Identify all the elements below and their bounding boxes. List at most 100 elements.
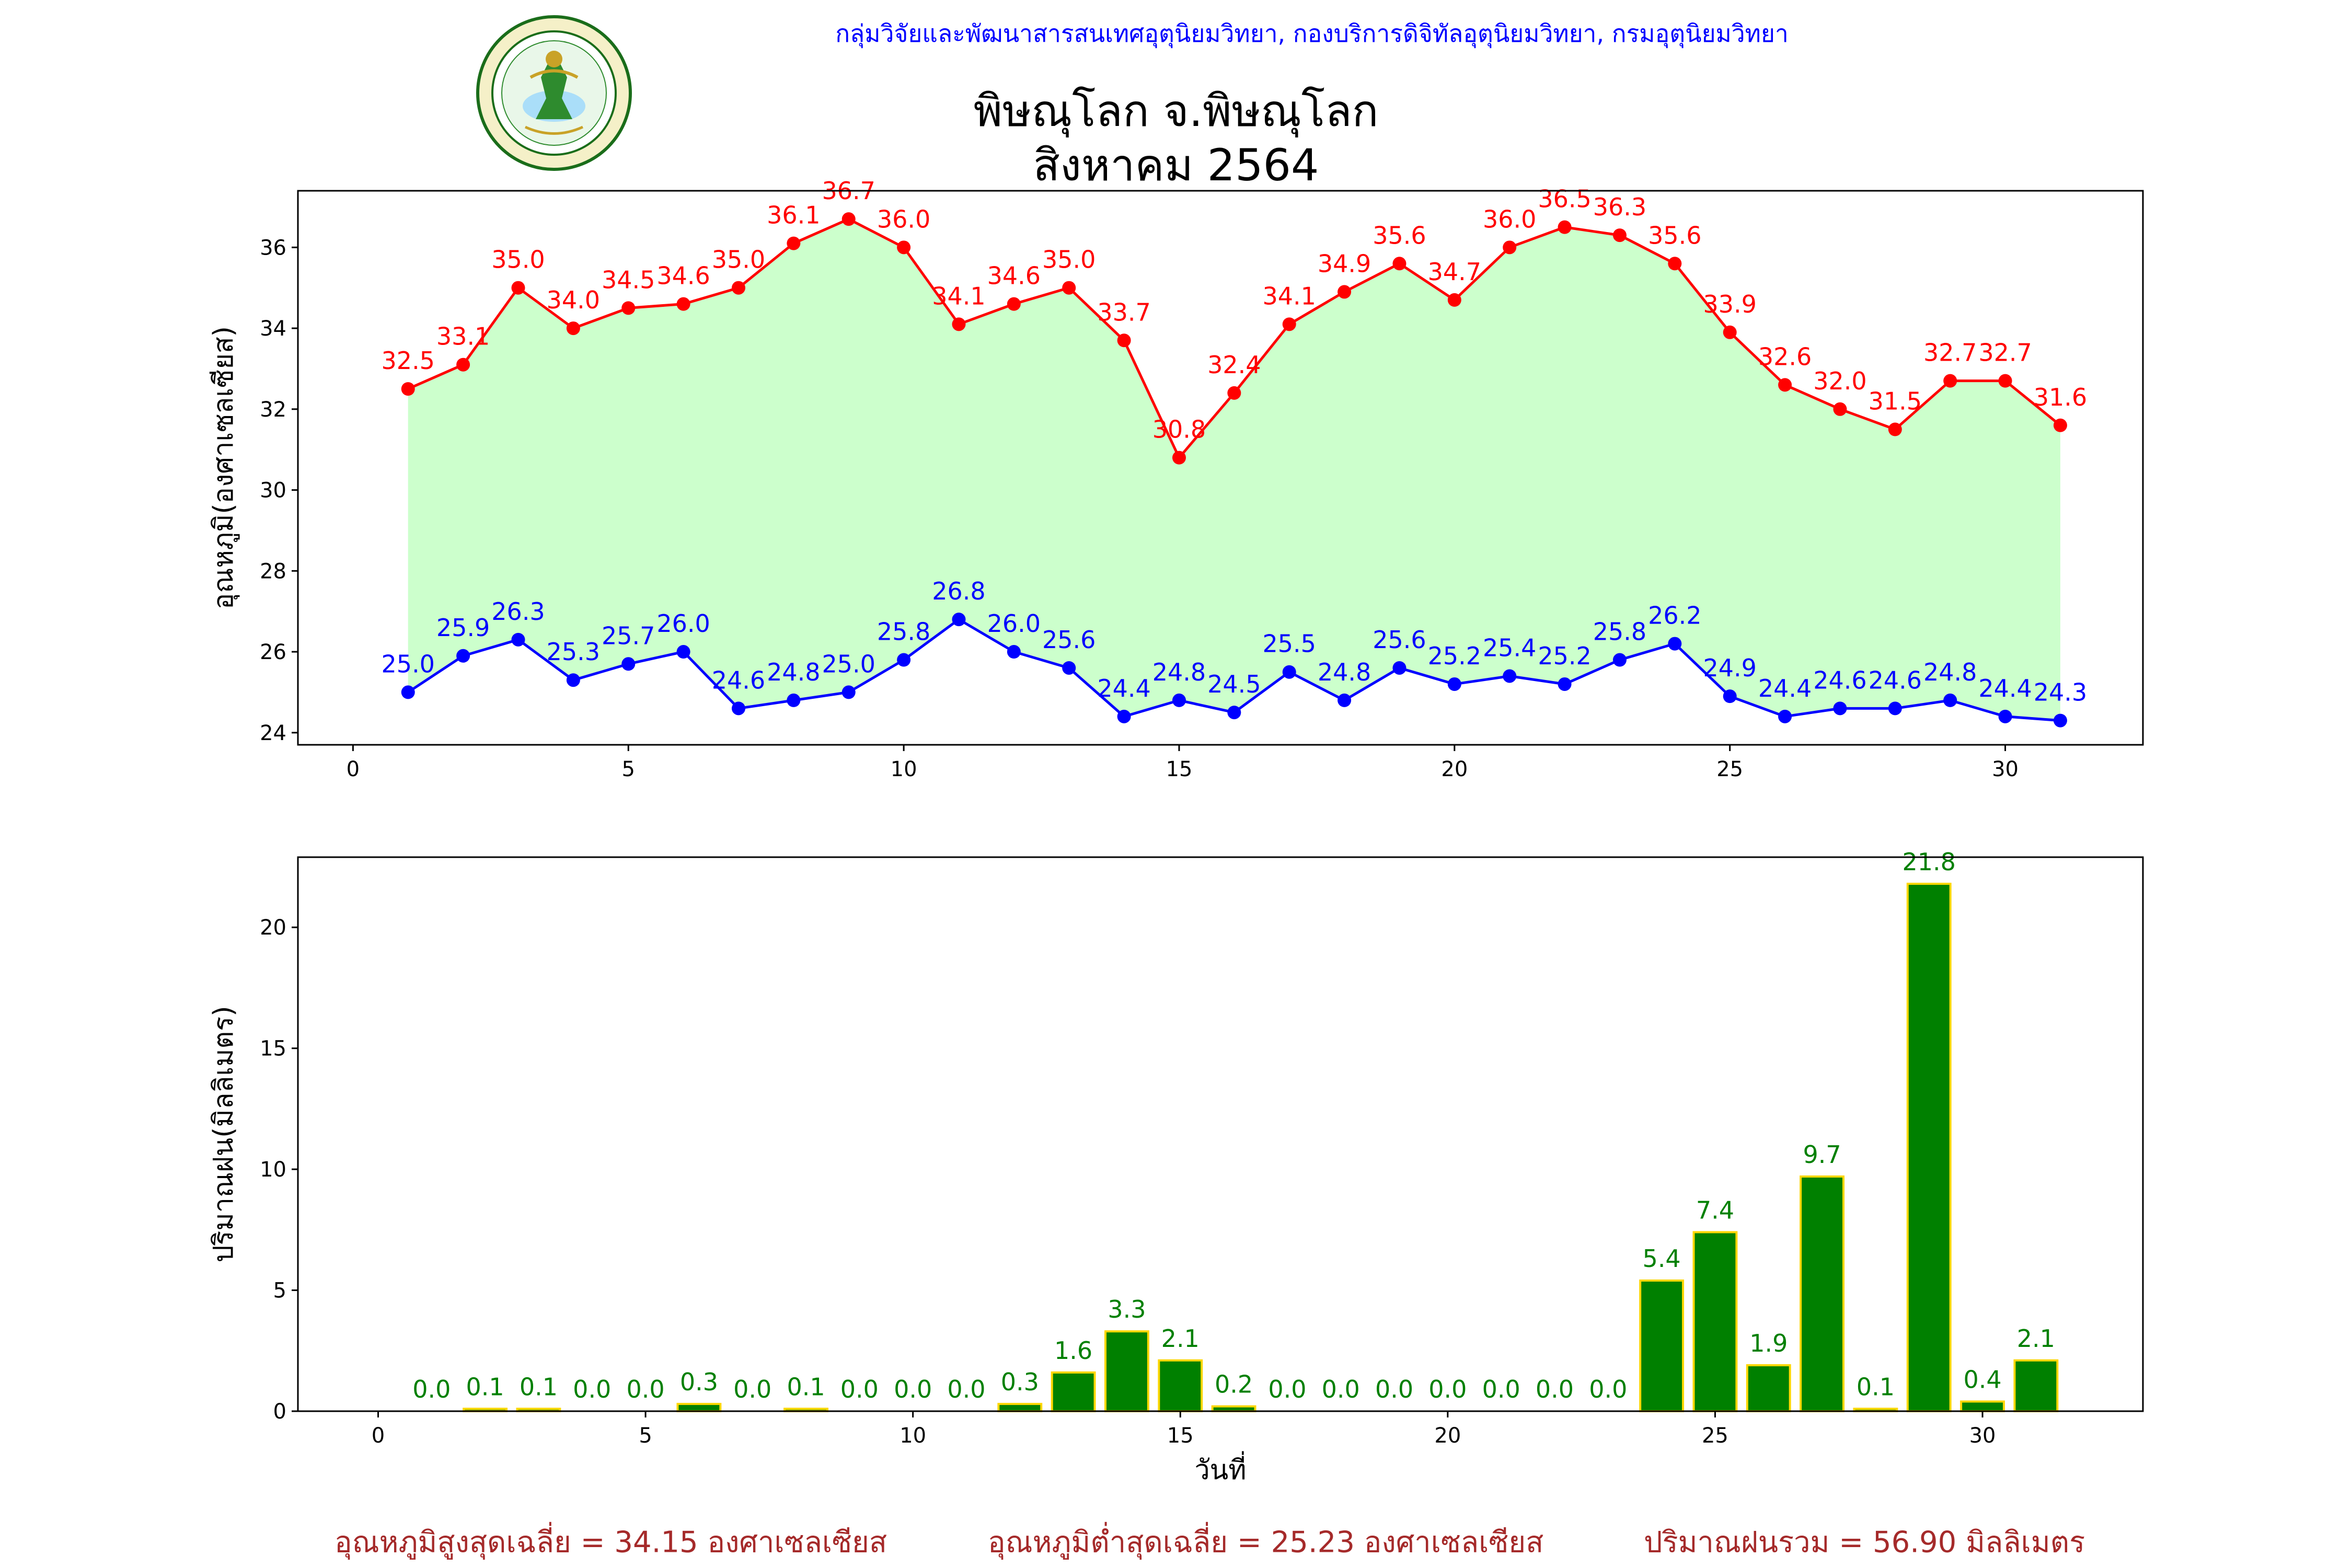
rainfall-value-label: 0.0 xyxy=(1482,1375,1520,1403)
min-temperature-point xyxy=(401,685,415,699)
rainfall-bar xyxy=(1158,1359,1203,1412)
rainfall-bar xyxy=(1692,1231,1738,1413)
min-temperature-label: 24.6 xyxy=(712,666,765,694)
rainfall-value-label: 0.1 xyxy=(520,1373,558,1401)
rainfall-bar xyxy=(1746,1364,1791,1413)
rainfall-value-label: 21.8 xyxy=(1903,848,1956,876)
rainfall-value-label: 0.0 xyxy=(1589,1375,1627,1403)
min-temperature-label: 24.8 xyxy=(1152,658,1206,686)
min-temperature-label: 25.9 xyxy=(436,614,490,642)
rainfall-value-label: 0.0 xyxy=(1322,1375,1360,1403)
min-temperature-label: 25.7 xyxy=(602,621,655,650)
min-temperature-label: 24.8 xyxy=(1923,658,1977,686)
min-temperature-point xyxy=(621,657,636,671)
temperature-x-tick-label: 10 xyxy=(891,757,917,781)
rainfall-value-label: 0.3 xyxy=(680,1368,718,1396)
temperature-x-tick-label: 30 xyxy=(1992,757,2019,781)
temperature-plot-frame xyxy=(297,190,2144,746)
max-temperature-label: 31.6 xyxy=(2034,383,2087,411)
rainfall-plot-frame xyxy=(297,856,2144,1412)
min-temperature-label: 25.8 xyxy=(877,618,930,646)
temperature-x-tick-label: 20 xyxy=(1441,757,1468,781)
chart-title-period: สิงหาคม 2564 xyxy=(1033,140,1319,191)
min-temperature-point xyxy=(1558,677,1572,691)
min-temperature-label: 24.9 xyxy=(1703,654,1756,682)
min-temperature-point xyxy=(1723,689,1737,704)
rainfall-bar xyxy=(1639,1279,1685,1413)
min-temperature-label: 26.0 xyxy=(987,609,1041,638)
rainfall-value-label: 0.0 xyxy=(1375,1375,1413,1403)
max-temperature-label: 35.0 xyxy=(712,246,765,274)
min-temperature-point xyxy=(1833,701,1847,716)
rainfall-value-label: 0.0 xyxy=(894,1375,932,1403)
min-temperature-point xyxy=(897,653,911,667)
rainfall-y-tick-label: 5 xyxy=(273,1279,286,1303)
max-temperature-label: 36.0 xyxy=(877,205,930,233)
rainfall-value-label: 0.0 xyxy=(626,1375,664,1403)
temperature-y-tick-label: 24 xyxy=(260,721,286,745)
max-temperature-point xyxy=(1833,402,1847,416)
max-temperature-point xyxy=(841,212,856,226)
max-temperature-label: 34.1 xyxy=(932,282,985,310)
min-temperature-point xyxy=(1338,693,1352,707)
max-temperature-label: 32.6 xyxy=(1758,342,1812,371)
min-temperature-label: 25.8 xyxy=(1593,618,1646,646)
min-temperature-label: 25.0 xyxy=(382,650,435,678)
min-temperature-label: 25.6 xyxy=(1373,626,1426,654)
rainfall-x-tick-label: 20 xyxy=(1434,1424,1461,1448)
max-temperature-label: 34.7 xyxy=(1428,258,1481,286)
min-temperature-point xyxy=(841,685,856,699)
max-temperature-point xyxy=(1392,257,1406,271)
rainfall-x-tick-label: 5 xyxy=(639,1424,652,1448)
min-temperature-label: 24.4 xyxy=(1758,674,1812,702)
max-temperature-point xyxy=(731,281,745,295)
max-temperature-point xyxy=(787,236,801,250)
max-temperature-point xyxy=(1778,378,1792,392)
min-temperature-point xyxy=(566,673,580,687)
rainfall-value-label: 5.4 xyxy=(1643,1244,1681,1273)
temperature-x-tick-label: 15 xyxy=(1166,757,1193,781)
rainfall-value-label: 0.1 xyxy=(1857,1373,1895,1401)
min-temperature-point xyxy=(1117,709,1131,723)
rainfall-value-label: 3.3 xyxy=(1108,1295,1146,1323)
min-temperature-point xyxy=(511,632,525,647)
min-temperature-label: 25.3 xyxy=(547,638,600,666)
rainfall-value-label: 2.1 xyxy=(1161,1324,1200,1353)
max-temperature-label: 34.6 xyxy=(987,262,1041,290)
min-temperature-point xyxy=(1062,661,1076,675)
max-temperature-point xyxy=(456,358,470,372)
min-temperature-point xyxy=(1778,709,1792,723)
rainfall-value-label: 2.1 xyxy=(2017,1324,2055,1353)
chart-title: พิษณุโลก จ.พิษณุโลก สิงหาคม 2564 xyxy=(0,84,2352,192)
max-temperature-point xyxy=(1282,317,1296,331)
min-temperature-label: 26.8 xyxy=(932,577,985,605)
rainfall-x-tick-label: 15 xyxy=(1167,1424,1194,1448)
rainfall-x-tick-label: 0 xyxy=(372,1424,385,1448)
temperature-y-tick-label: 36 xyxy=(260,236,286,260)
max-temperature-label: 33.7 xyxy=(1097,298,1150,326)
max-temperature-point xyxy=(1943,374,1957,388)
rainfall-x-tick-label: 30 xyxy=(1969,1424,1996,1448)
max-temperature-point xyxy=(676,297,690,311)
min-temperature-label: 25.4 xyxy=(1483,633,1536,662)
rainfall-value-label: 0.2 xyxy=(1215,1370,1253,1399)
rainfall-x-tick-label: 10 xyxy=(900,1424,926,1448)
temperature-y-tick-label: 30 xyxy=(260,479,286,503)
min-temperature-label: 24.8 xyxy=(1318,658,1371,686)
max-temperature-point xyxy=(1447,293,1461,307)
rainfall-bar xyxy=(997,1403,1043,1412)
max-temperature-label: 34.6 xyxy=(656,262,710,290)
average-max-temperature: อุณหภูมิสูงสุดเฉลี่ย = 34.15 องศาเซลเซีย… xyxy=(335,1525,887,1560)
min-temperature-label: 24.4 xyxy=(1978,674,2032,702)
max-temperature-point xyxy=(1338,285,1352,299)
max-temperature-label: 32.0 xyxy=(1813,367,1866,395)
min-temperature-label: 26.3 xyxy=(491,597,545,626)
min-temperature-label: 24.5 xyxy=(1207,670,1261,698)
rainfall-bar xyxy=(1960,1400,2005,1412)
max-temperature-label: 36.3 xyxy=(1593,193,1646,221)
temperature-x-tick-label: 25 xyxy=(1716,757,1743,781)
min-temperature-point xyxy=(456,649,470,663)
max-temperature-point xyxy=(1668,257,1682,271)
min-temperature-label: 25.2 xyxy=(1428,642,1481,670)
